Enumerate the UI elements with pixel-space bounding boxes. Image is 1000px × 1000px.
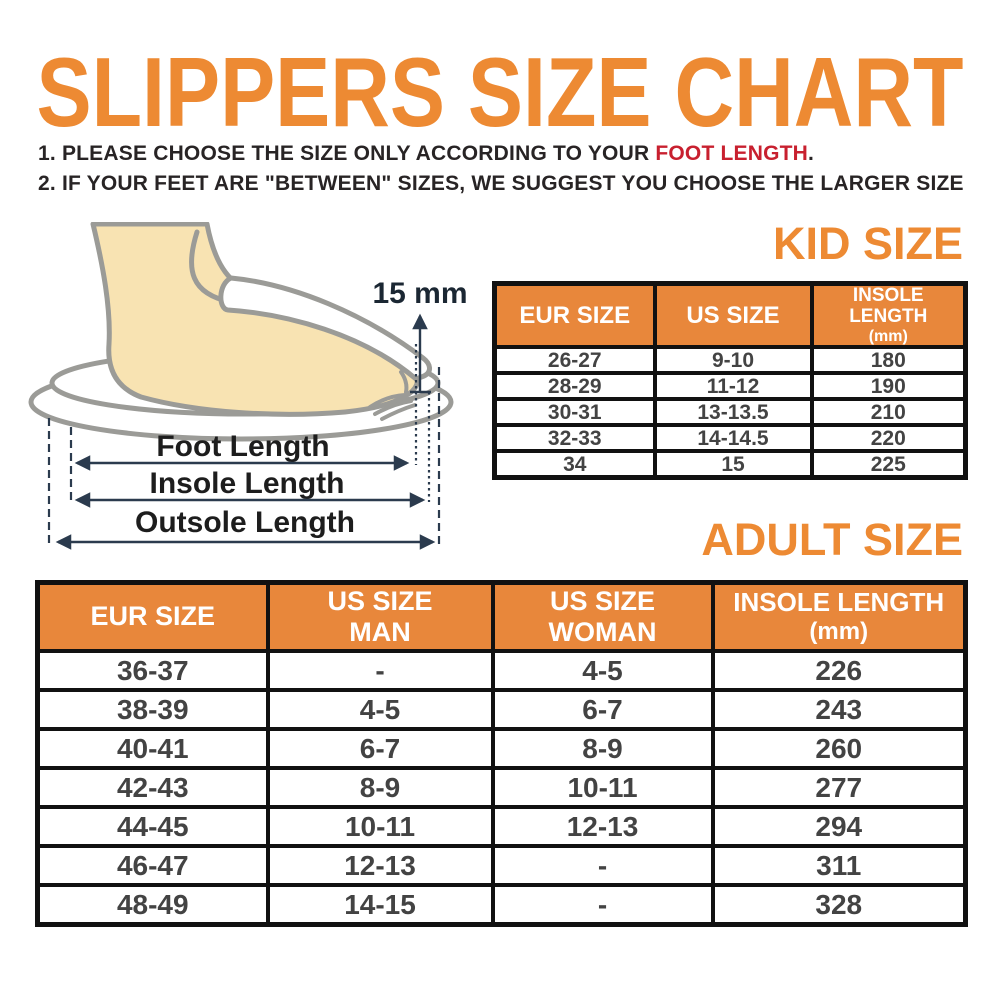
adult-header-us-man-line2: MAN (349, 617, 411, 647)
kid-cell: 13-13.5 (652, 397, 814, 428)
adult-cell: 243 (710, 688, 968, 731)
adult-header-us-man: US SIZE MAN (265, 580, 495, 653)
adult-cell: 48-49 (35, 883, 270, 927)
adult-cell: 4-5 (265, 688, 495, 731)
adult-header-us-woman-line1: US SIZE (549, 585, 656, 616)
adult-cell: 8-9 (490, 727, 715, 770)
adult-header-us-woman-line2: WOMAN (548, 617, 657, 647)
adult-cell: 260 (710, 727, 968, 770)
adult-cell: 311 (710, 844, 968, 887)
kid-cell: 210 (809, 397, 968, 428)
adult-row: 36-37 - 4-5 226 (35, 649, 968, 692)
adult-cell: 10-11 (265, 805, 495, 848)
kid-cell: 30-31 (492, 397, 657, 428)
kid-cell: 180 (809, 345, 968, 376)
adult-header-us-man-line1: US SIZE (327, 585, 433, 616)
note-1-text: 1. PLEASE CHOOSE THE SIZE ONLY ACCORDING… (38, 142, 656, 165)
kid-cell: 11-12 (652, 371, 814, 402)
foot-shape (90, 222, 420, 417)
kid-row: 30-31 13-13.5 210 (492, 397, 968, 428)
adult-row: 42-43 8-9 10-11 277 (35, 766, 968, 809)
kid-cell: 26-27 (492, 345, 657, 376)
toe-lines (368, 370, 417, 421)
kid-cell: 15 (652, 449, 814, 480)
adult-row: 48-49 14-15 - 328 (35, 883, 968, 927)
adult-header-us-woman: US SIZE WOMAN (490, 580, 715, 653)
adult-cell: - (265, 649, 495, 692)
kid-header-us: US SIZE (652, 281, 814, 350)
adult-cell: 36-37 (35, 649, 270, 692)
kid-header-insole-line2: (mm) (868, 327, 908, 345)
page-title: SLIPPERS SIZE CHART (37, 46, 964, 136)
adult-size-heading: ADULT SIZE (701, 514, 963, 565)
adult-cell: 4-5 (490, 649, 715, 692)
adult-header-row: EUR SIZE US SIZE MAN US SIZE WOMAN INSOL… (35, 580, 968, 653)
adult-row: 38-39 4-5 6-7 243 (35, 688, 968, 731)
page-title-graphic: SLIPPERS SIZE CHART (37, 46, 964, 136)
adult-cell: 277 (710, 766, 968, 809)
adult-cell: 38-39 (35, 688, 270, 731)
note-1-period: . (808, 142, 815, 165)
adult-cell: 46-47 (35, 844, 270, 887)
kid-cell: 14-14.5 (652, 423, 814, 454)
adult-header-insole: INSOLE LENGTH (mm) (710, 580, 968, 653)
kid-header-insole-line1: INSOLE LENGTH (849, 285, 928, 327)
kid-row: 28-29 11-12 190 (492, 371, 968, 402)
kid-cell: 32-33 (492, 423, 657, 454)
kid-row: 34 15 225 (492, 449, 968, 480)
adult-row: 44-45 10-11 12-13 294 (35, 805, 968, 848)
adult-header-insole-line2: (mm) (809, 618, 869, 646)
foot-length-label: Foot Length (156, 430, 329, 463)
kid-size-heading: KID SIZE (772, 218, 963, 269)
kid-row: 32-33 14-14.5 220 (492, 423, 968, 454)
kid-header-eur: EUR SIZE (492, 281, 657, 350)
adult-header-insole-line1: INSOLE LENGTH (733, 587, 945, 618)
adult-cell: - (490, 883, 715, 927)
adult-cell: 294 (710, 805, 968, 848)
adult-cell: 328 (710, 883, 968, 927)
adult-header-eur: EUR SIZE (35, 580, 270, 653)
kid-cell: 220 (809, 423, 968, 454)
kid-cell: 225 (809, 449, 968, 480)
adult-row: 40-41 6-7 8-9 260 (35, 727, 968, 770)
adult-cell: 226 (710, 649, 968, 692)
kid-size-table: EUR SIZE US SIZE INSOLE LENGTH (mm) 26-2… (492, 281, 968, 481)
kid-cell: 190 (809, 371, 968, 402)
kid-row: 26-27 9-10 180 (492, 345, 968, 376)
adult-cell: 12-13 (490, 805, 715, 848)
adult-cell: - (490, 844, 715, 887)
note-1: 1. PLEASE CHOOSE THE SIZE ONLY ACCORDING… (38, 143, 814, 164)
kid-header-insole: INSOLE LENGTH (mm) (809, 281, 968, 350)
kid-cell: 9-10 (652, 345, 814, 376)
adult-cell: 8-9 (265, 766, 495, 809)
adult-cell: 14-15 (265, 883, 495, 927)
adult-row: 46-47 12-13 - 311 (35, 844, 968, 887)
adult-cell: 10-11 (490, 766, 715, 809)
note-1-highlight: FOOT LENGTH (655, 142, 809, 165)
adult-cell: 12-13 (265, 844, 495, 887)
gap-label: 15 mm (372, 277, 467, 310)
adult-cell: 42-43 (35, 766, 270, 809)
kid-cell: 28-29 (492, 371, 657, 402)
outsole-length-label: Outsole Length (135, 506, 355, 539)
foot-measurement-diagram: 15 mm Foot Length Insole Length Outsole … (28, 222, 468, 550)
note-2-text: 2. IF YOUR FEET ARE "BETWEEN" SIZES, WE … (38, 172, 964, 195)
kid-cell: 34 (492, 449, 657, 480)
kid-header-row: EUR SIZE US SIZE INSOLE LENGTH (mm) (492, 281, 968, 350)
adult-cell: 6-7 (265, 727, 495, 770)
adult-cell: 40-41 (35, 727, 270, 770)
adult-cell: 44-45 (35, 805, 270, 848)
adult-size-table: EUR SIZE US SIZE MAN US SIZE WOMAN INSOL… (35, 580, 968, 927)
adult-cell: 6-7 (490, 688, 715, 731)
note-2: 2. IF YOUR FEET ARE "BETWEEN" SIZES, WE … (38, 173, 964, 194)
insole-length-label: Insole Length (150, 467, 345, 500)
